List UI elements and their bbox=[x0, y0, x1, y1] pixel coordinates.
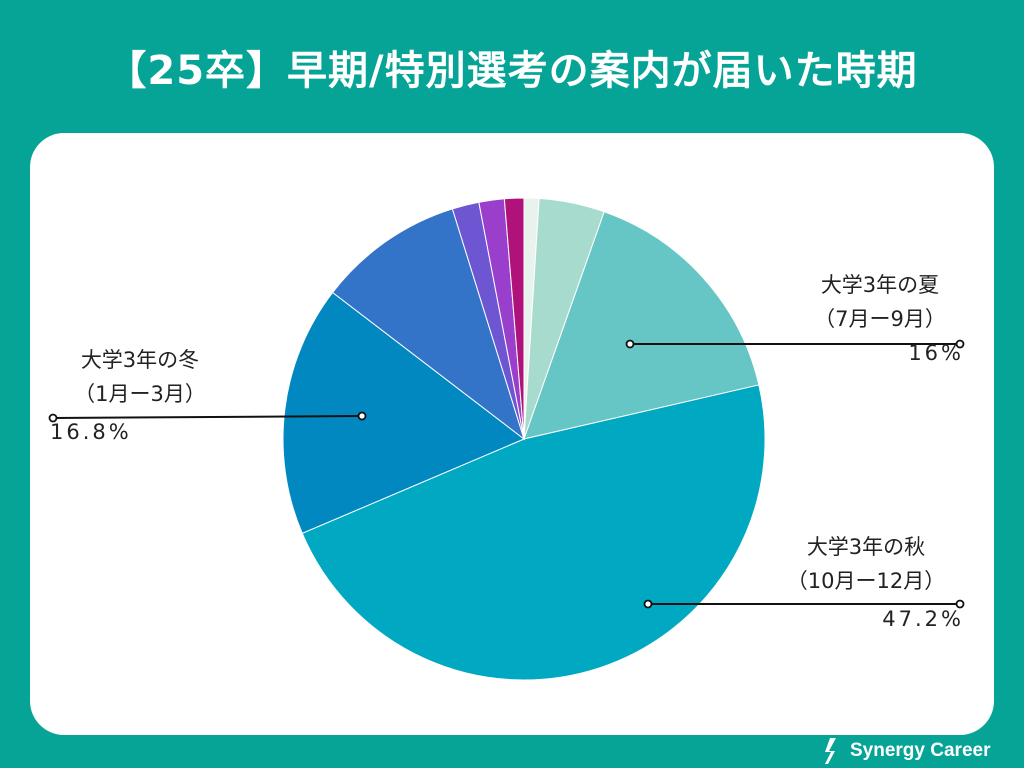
pie-slice-5 bbox=[331, 208, 525, 441]
pie-slice-2 bbox=[523, 211, 760, 440]
label-autumn-title: 大学3年の秋 bbox=[806, 535, 926, 559]
leader-dot-summer-start bbox=[625, 339, 635, 349]
leader-dot-winter-start bbox=[48, 413, 58, 423]
leader-dot-autumn-end bbox=[955, 599, 965, 609]
page-title: 【25卒】早期/特別選考の案内が届いた時期 bbox=[106, 48, 918, 94]
label-summer-title: 大学3年の夏 bbox=[820, 273, 940, 297]
leader-dot-autumn-start bbox=[643, 599, 653, 609]
label-autumn-pct: 47.2% bbox=[882, 607, 964, 631]
leader-line-winter bbox=[52, 415, 363, 419]
label-winter: 大学3年の冬 （1月ー3月） 16.8% bbox=[50, 343, 230, 449]
leader-lines bbox=[48, 339, 965, 609]
label-winter-pct: 16.8% bbox=[50, 420, 132, 444]
synergy-career-logo: Synergy Career bbox=[822, 736, 990, 766]
leader-dot-summer-end bbox=[955, 339, 965, 349]
logo-text: Synergy Career bbox=[850, 740, 991, 761]
synergy-logo-icon bbox=[825, 738, 836, 764]
pie-slice-4 bbox=[282, 291, 525, 534]
pie-slices bbox=[282, 197, 766, 681]
label-summer-pct: 16% bbox=[908, 341, 964, 365]
label-autumn: 大学3年の秋 （10月ー12月） 47.2% bbox=[768, 530, 964, 636]
label-winter-title: 大学3年の冬 bbox=[80, 348, 200, 372]
pie-slice-8 bbox=[503, 197, 525, 440]
label-summer: 大学3年の夏 （7月ー9月） 16% bbox=[796, 268, 964, 370]
label-autumn-sub: （10月ー12月） bbox=[786, 569, 946, 593]
label-summer-sub: （7月ー9月） bbox=[814, 307, 946, 331]
leader-dot-winter-end bbox=[357, 411, 367, 421]
label-winter-sub: （1月ー3月） bbox=[74, 382, 206, 406]
